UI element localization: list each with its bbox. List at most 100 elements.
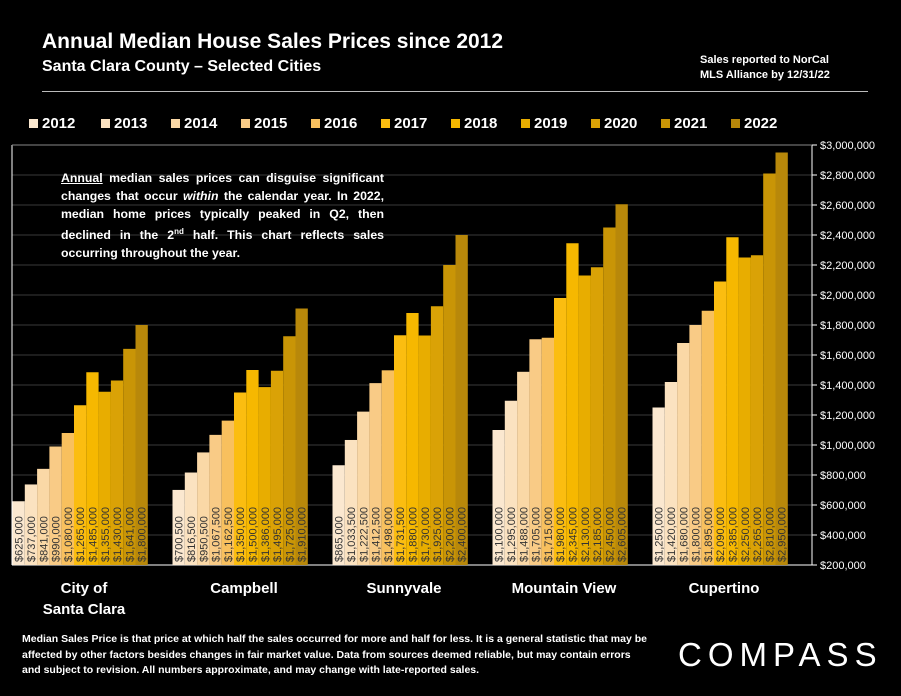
data-label: $1,033,500 [346,507,358,562]
data-label: $1,420,000 [666,507,678,562]
data-label: $1,412,500 [371,507,383,562]
data-label: $990,000 [51,516,63,562]
bar-sunnyvale-2012 [332,465,345,565]
y-tick-label: $200,000 [820,560,866,572]
data-label: $816,500 [186,516,198,562]
bar-santa-clara-2018 [86,372,99,565]
legend-label-2022: 2022 [744,115,777,132]
bar-santa-clara-2019 [98,391,111,565]
data-label: $2,400,000 [457,507,469,562]
legend-label-2021: 2021 [674,115,707,132]
data-label: $1,386,000 [260,507,272,562]
y-tick-label: $2,000,000 [820,290,875,302]
bar-mountain-view-2022 [615,204,628,565]
bar-campbell-2022 [295,308,308,565]
bar-mountain-view-2017 [554,298,567,565]
bar-campbell-2014 [197,452,210,565]
bar-sunnyvale-2014 [357,411,370,565]
legend-swatch-2017 [381,119,390,128]
data-label: $1,715,000 [543,507,555,562]
data-label: $1,350,000 [235,507,247,562]
bar-cupertino-2015 [689,325,702,565]
legend-swatch-2013 [101,119,110,128]
data-label: $1,100,000 [494,507,506,562]
y-tick-label: $2,600,000 [820,200,875,212]
bar-campbell-2016 [221,420,234,565]
bar-santa-clara-2020 [110,380,124,565]
legend-label-2013: 2013 [114,115,147,132]
bar-campbell-2020 [270,370,284,565]
y-tick-label: $1,600,000 [820,350,875,362]
bar-mountain-view-2012 [492,430,505,565]
chart-subtitle: Santa Clara County – Selected Cities [42,58,322,75]
data-source-note-line1: Sales reported to NorCal [700,54,829,66]
data-label: $2,385,000 [727,507,739,562]
bar-cupertino-2021 [763,173,776,565]
bar-campbell-2015 [209,434,222,565]
bar-campbell-2019 [258,387,271,565]
legend-swatch-2021 [661,119,670,128]
bar-sunnyvale-2016 [381,370,394,565]
bar-campbell-2012 [172,489,185,565]
bar-sunnyvale-2018 [406,313,419,565]
y-tick-label: $2,200,000 [820,260,875,272]
legend-swatch-2022 [731,119,740,128]
data-label: $1,910,000 [297,507,309,562]
bar-santa-clara-2013 [24,484,38,565]
data-source-note: Sales reported to NorCal MLS Alliance by… [700,53,890,83]
bar-campbell-2021 [283,336,296,565]
legend-label-2012: 2012 [42,115,75,132]
y-tick-label: $1,800,000 [820,320,875,332]
data-label: $1,980,000 [555,507,567,562]
bar-sunnyvale-2017 [394,335,407,565]
bar-campbell-2017 [234,392,247,565]
bar-cupertino-2019 [738,257,751,565]
y-tick-label: $1,200,000 [820,410,875,422]
x-category-label: Santa Clara [43,601,126,618]
data-label: $2,605,000 [617,507,629,562]
data-label: $700,500 [174,516,186,562]
legend-label-2018: 2018 [464,115,497,132]
header-divider [42,91,868,92]
x-category-label: Sunnyvale [366,580,441,597]
data-label: $1,800,000 [137,507,149,562]
legend-label-2020: 2020 [604,115,637,132]
bar-cupertino-2016 [701,310,714,565]
data-label: $1,295,000 [506,507,518,562]
data-label: $2,090,000 [715,507,727,562]
bar-mountain-view-2015 [529,339,542,565]
bar-mountain-view-2021 [603,227,616,565]
data-label: $1,925,000 [432,507,444,562]
bar-sunnyvale-2020 [430,306,444,565]
data-label: $2,450,000 [604,507,616,562]
chart-annotation: Annual median sales prices can disguise … [61,169,384,262]
data-label: $1,880,000 [407,507,419,562]
data-label: $2,950,000 [777,507,789,562]
legend-swatch-2019 [521,119,530,128]
data-label: $1,705,000 [531,507,543,562]
bar-santa-clara-2022 [135,325,148,565]
data-label: $1,725,000 [284,507,296,562]
bar-sunnyvale-2013 [344,439,358,565]
bar-cupertino-2017 [714,281,727,565]
annotation-text-3: half. This chart reflects sales occurrin… [61,228,384,261]
legend-label-2014: 2014 [184,115,218,132]
annotation-annual: Annual [61,171,103,185]
data-label: $841,000 [38,516,50,562]
bar-cupertino-2020 [750,255,764,565]
bar-santa-clara-2016 [61,433,74,565]
bar-campbell-2018 [246,370,259,565]
annotation-sup: nd [174,227,184,236]
y-tick-label: $3,000,000 [820,140,875,152]
bar-mountain-view-2020 [590,267,604,565]
y-tick-label: $600,000 [820,500,866,512]
data-label: $2,810,000 [764,507,776,562]
y-tick-label: $1,000,000 [820,440,875,452]
bar-sunnyvale-2015 [369,383,382,565]
x-category-label: Campbell [210,580,278,597]
footer-disclaimer: Median Sales Price is that price at whic… [22,633,647,676]
legend-label-2015: 2015 [254,115,287,132]
bar-sunnyvale-2021 [443,265,456,565]
data-source-note-line2: MLS Alliance by 12/31/22 [700,69,830,81]
data-label: $1,730,000 [420,507,432,562]
